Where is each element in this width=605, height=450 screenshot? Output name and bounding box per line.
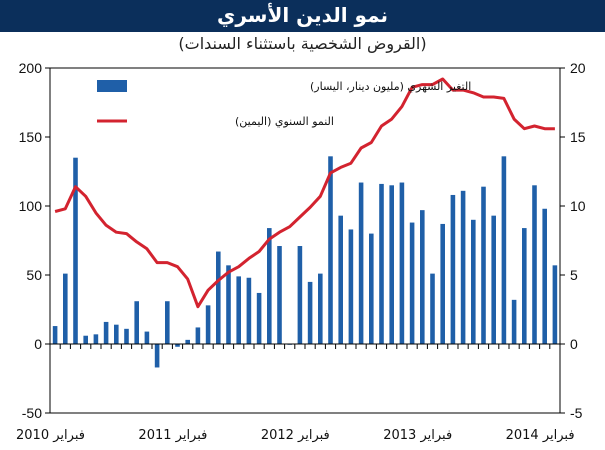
bar <box>542 208 547 344</box>
bar <box>318 273 323 344</box>
bar <box>277 246 282 344</box>
bar <box>348 229 354 344</box>
bar <box>358 182 364 344</box>
bar <box>338 215 343 344</box>
plot-frame <box>49 67 561 414</box>
bar <box>491 215 496 344</box>
bar <box>154 344 160 368</box>
bar <box>73 157 78 344</box>
bar <box>52 326 58 344</box>
right-tick-label: 10 <box>570 198 586 214</box>
bar <box>511 299 517 344</box>
bar <box>501 156 507 344</box>
bar <box>256 292 262 344</box>
bar <box>205 305 211 344</box>
bar <box>246 277 252 344</box>
left-tick-label: 150 <box>19 129 43 145</box>
bar <box>93 334 99 344</box>
bar <box>165 301 170 344</box>
title-bar <box>0 0 605 32</box>
bar <box>114 324 119 344</box>
x-tick-label: فبراير 2012 <box>261 428 330 443</box>
x-tick-label: فبراير 2011 <box>138 428 207 443</box>
left-tick-label: 50 <box>26 267 42 283</box>
x-tick-label: فبراير 2014 <box>506 428 575 443</box>
right-tick-label: 20 <box>570 60 586 76</box>
right-tick-label: -5 <box>570 405 583 421</box>
bar <box>185 339 190 344</box>
bar <box>552 265 558 344</box>
bar <box>328 156 333 344</box>
bar <box>369 233 374 344</box>
bar <box>420 210 425 344</box>
right-tick-label: 5 <box>570 267 578 283</box>
bar <box>460 190 466 344</box>
bar <box>297 246 303 344</box>
bar <box>399 182 405 344</box>
bar <box>532 185 537 344</box>
bar <box>440 223 445 344</box>
bar-series <box>52 156 558 368</box>
x-axis: فبراير 2010 فبراير 2011 فبراير 2012 فبراير … <box>16 428 575 443</box>
line-series <box>54 77 555 309</box>
legend-bar-swatch <box>97 80 127 92</box>
left-axis: 200 150 100 50 0 -50 <box>19 60 50 421</box>
bar <box>430 273 435 344</box>
legend-line-label: النمو السنوي (اليمين) <box>235 115 334 128</box>
right-axis: 20 15 10 5 0 -5 <box>560 60 586 421</box>
bar <box>226 265 231 344</box>
legend: التغير الشهري (مليون دينار، اليسار) النم… <box>97 80 471 128</box>
left-tick-label: 100 <box>19 198 43 214</box>
left-tick-label: 0 <box>34 336 42 352</box>
x-tick-label: فبراير 2010 <box>16 428 85 443</box>
left-tick-label: -50 <box>22 405 42 421</box>
bar <box>522 228 527 344</box>
chart-title: نمو الدين الأسري <box>217 3 388 27</box>
bar <box>216 251 221 344</box>
chart-subtitle: (القروض الشخصية باستثناء السندات) <box>178 34 427 53</box>
right-tick-label: 15 <box>570 129 586 145</box>
bar <box>389 185 394 344</box>
bar <box>134 301 139 344</box>
left-tick-label: 200 <box>19 60 43 76</box>
bar <box>409 222 415 344</box>
bar <box>267 228 272 344</box>
bar <box>450 194 456 344</box>
bar <box>307 281 313 344</box>
x-tick-label: فبراير 2013 <box>383 428 452 443</box>
bar <box>175 344 180 347</box>
bar <box>103 321 109 344</box>
bar <box>236 276 241 344</box>
bar <box>471 219 476 344</box>
bar <box>195 327 201 344</box>
bar <box>63 273 68 344</box>
right-tick-label: 0 <box>570 336 578 352</box>
bar <box>481 186 486 344</box>
bar <box>83 335 88 344</box>
legend-bar-label: التغير الشهري (مليون دينار، اليسار) <box>310 80 471 93</box>
bar <box>144 331 150 344</box>
bar <box>124 328 129 344</box>
x-axis-ticks <box>49 344 561 349</box>
bar <box>379 183 384 344</box>
